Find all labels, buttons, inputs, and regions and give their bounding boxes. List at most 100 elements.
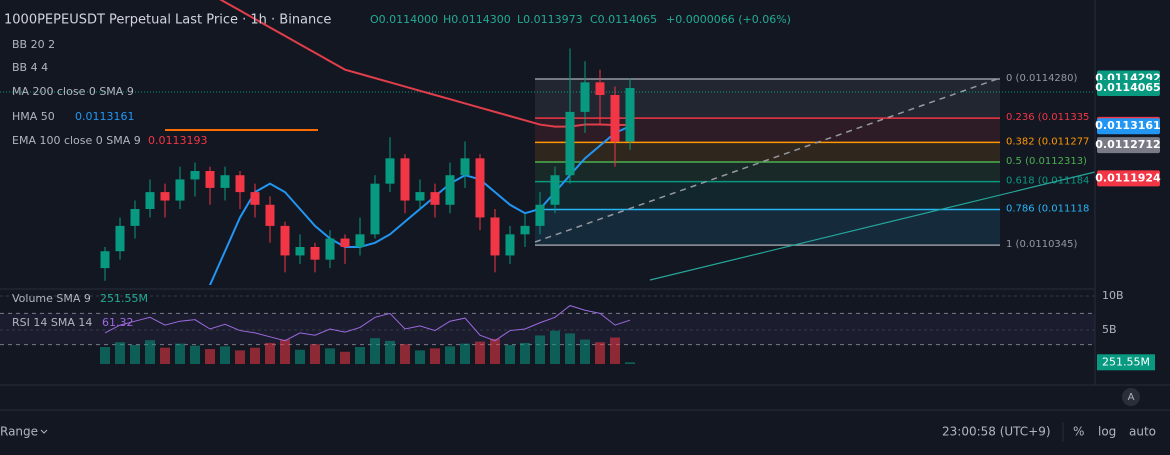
volume-bar: [505, 344, 515, 364]
price-tag-label: 0.0113161: [1095, 119, 1160, 132]
candle-body: [310, 247, 320, 260]
candle-body: [595, 82, 605, 95]
volume-bar: [175, 343, 185, 364]
fib-band: [535, 142, 1000, 163]
candle-body: [625, 88, 635, 142]
candle-body: [175, 179, 185, 201]
candle-body: [610, 95, 620, 142]
percent-toggle[interactable]: %: [1073, 425, 1084, 439]
volume-bar: [490, 338, 500, 364]
volume-tag-label: 251.55M: [1102, 355, 1150, 368]
indicator-label[interactable]: HMA 50: [12, 110, 55, 123]
volume-bar: [265, 342, 275, 364]
volume-bar: [340, 351, 350, 364]
fib-band: [535, 78, 1000, 119]
volume-pane: [0, 295, 1095, 364]
volume-bar: [460, 343, 470, 364]
volume-bar: [610, 337, 620, 364]
candle-body: [475, 158, 485, 218]
volume-bar: [400, 344, 410, 364]
indicator-label[interactable]: Volume SMA 9: [12, 292, 91, 305]
dropdown-icon[interactable]: [40, 429, 48, 434]
volume-bar: [565, 333, 575, 364]
volume-bar: [295, 349, 305, 364]
log-toggle[interactable]: log: [1098, 425, 1116, 439]
candle-body: [355, 234, 365, 247]
fib-label: 1 (0.0110345): [1006, 239, 1078, 250]
volume-bar: [130, 344, 140, 364]
price-tag: [1097, 137, 1160, 154]
auto-scale-button[interactable]: [1122, 388, 1140, 406]
indicator-label[interactable]: EMA 100 close 0 SMA 9: [12, 134, 141, 147]
rsi-line: [104, 305, 631, 342]
volume-tick-label: 10B: [1102, 289, 1124, 302]
candle-body: [190, 171, 200, 180]
volume-bar: [550, 330, 560, 364]
fib-band: [535, 181, 1000, 210]
volume-bar: [190, 345, 200, 364]
candle-body: [205, 171, 215, 188]
indicator-label[interactable]: BB 20 2: [12, 38, 55, 51]
candle-body: [520, 225, 530, 235]
candle-body: [370, 183, 380, 235]
auto-scale-label[interactable]: A: [1128, 392, 1135, 403]
volume-bar: [145, 340, 155, 364]
fib-tool[interactable]: 0 (0.0114280) 0.236 (0.011335 0.382 (0.011…: [535, 73, 1089, 250]
auto-toggle[interactable]: auto: [1129, 425, 1156, 439]
indicator-value: 0.0113161: [75, 110, 135, 123]
candle-body: [115, 225, 125, 252]
candle-body: [505, 234, 515, 256]
range-button[interactable]: Range: [0, 425, 38, 439]
volume-bar: [370, 338, 380, 364]
ema-line: [219, 0, 631, 128]
candle-body: [235, 175, 245, 193]
candle-body: [385, 158, 395, 184]
candle-body: [145, 192, 155, 209]
candle-body: [535, 204, 545, 226]
candle-body: [565, 111, 575, 176]
indicator-value: 0.0113193: [148, 134, 208, 147]
price-axis: [1095, 0, 1170, 385]
ohlc-high: H0.0114300: [443, 13, 511, 26]
indicator-label[interactable]: BB 4 4: [12, 61, 48, 74]
fib-label: 0.236 (0.011335: [1006, 112, 1089, 123]
trend-line[interactable]: [534, 77, 1001, 243]
price-tag: [1097, 118, 1160, 135]
volume-bar: [250, 347, 260, 364]
symbol[interactable]: 1000PEPEUSDT Perpetual Last Price · 1h ·…: [4, 13, 331, 28]
price-tag: [1097, 170, 1160, 187]
volume-bar: [220, 346, 230, 364]
candle-body: [160, 192, 170, 201]
volume-bar: [100, 346, 110, 364]
candle-body: [490, 217, 500, 256]
volume-bar: [235, 350, 245, 364]
candle-body: [325, 238, 335, 260]
candles: [100, 48, 635, 281]
volume-bar: [325, 348, 335, 364]
trend-line[interactable]: [649, 171, 1096, 281]
candle-body: [130, 209, 140, 226]
candle-body: [580, 82, 590, 112]
volume-tag: [1097, 354, 1155, 371]
fib-label: 0 (0.0114280): [1006, 73, 1078, 84]
candle-body: [280, 225, 290, 256]
ohlc-close: C0.0114065: [590, 13, 657, 26]
fib-band: [535, 118, 1000, 143]
ohlc-change: +0.0000066 (+0.06%): [666, 13, 791, 26]
indicator-label[interactable]: RSI 14 SMA 14: [12, 316, 92, 329]
ohlc-open: O0.0114000: [370, 13, 438, 26]
candle-body: [340, 238, 350, 247]
volume-bar: [160, 347, 170, 364]
volume-bar: [280, 339, 290, 364]
volume-tick-label: 5B: [1102, 323, 1117, 336]
candle-body: [460, 158, 470, 176]
volume-bar: [445, 346, 455, 364]
candle-body: [250, 192, 260, 205]
indicator-label[interactable]: MA 200 close 0 SMA 9: [12, 85, 134, 98]
volume-bar: [310, 344, 320, 364]
rsi-band-fill: [0, 313, 1095, 345]
volume-bar: [625, 362, 635, 364]
fib-band: [535, 209, 1000, 246]
clock: 23:00:58 (UTC+9): [942, 425, 1051, 439]
price-tag: [1097, 80, 1160, 97]
